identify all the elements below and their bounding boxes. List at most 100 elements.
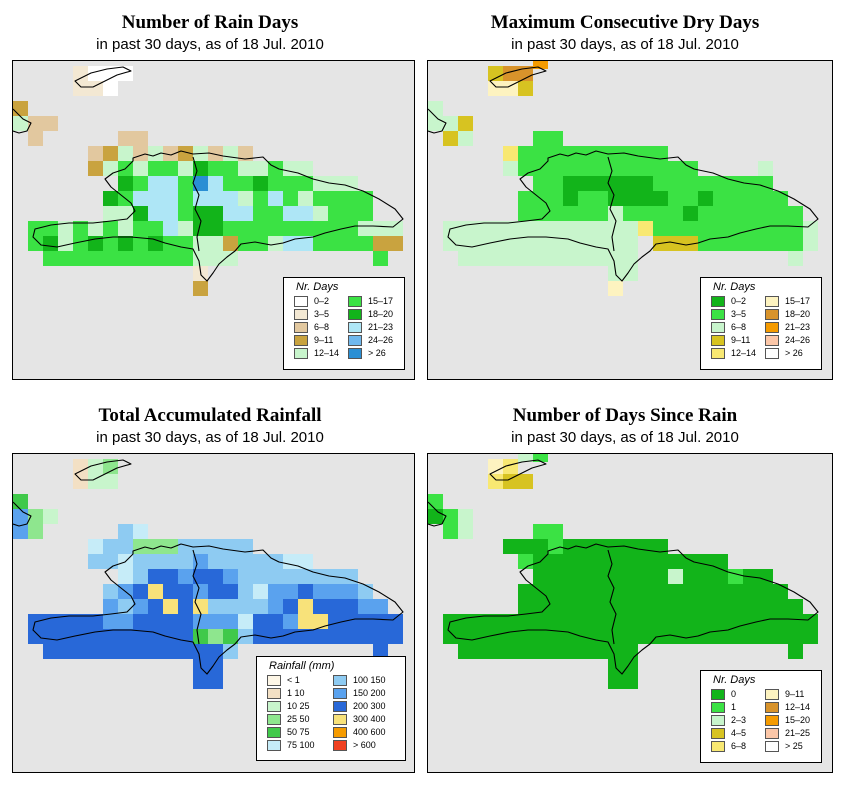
legend-swatch bbox=[348, 348, 362, 359]
legend-label: 75 100 bbox=[287, 740, 315, 750]
legend-title: Nr. Days bbox=[713, 281, 756, 293]
legend-swatch bbox=[348, 335, 362, 346]
legend: Nr. Days 0–2 3–5 6–8 9–11 12–14 15–17 18… bbox=[700, 277, 822, 370]
legend-swatch bbox=[765, 715, 779, 726]
legend-swatch bbox=[333, 701, 347, 712]
legend-swatch bbox=[765, 702, 779, 713]
map-frame: Nr. Days 0 1 2–3 4–5 6–8 9–11 12–14 15–2… bbox=[427, 453, 833, 773]
panel-rain-days: Number of Rain Days in past 30 days, as … bbox=[0, 0, 420, 390]
legend-title: Nr. Days bbox=[713, 674, 756, 686]
legend-label: 9–11 bbox=[314, 335, 334, 345]
map-frame: Nr. Days 0–2 3–5 6–8 9–11 12–14 15–17 18… bbox=[12, 60, 415, 380]
legend-label: 300 400 bbox=[353, 714, 386, 724]
legend-label: 1 10 bbox=[287, 688, 305, 698]
map-frame: Rainfall (mm) < 1 1 10 10 25 25 50 50 75… bbox=[12, 453, 415, 773]
legend: Nr. Days 0 1 2–3 4–5 6–8 9–11 12–14 15–2… bbox=[700, 670, 822, 763]
legend-label: 150 200 bbox=[353, 688, 386, 698]
legend-swatch bbox=[333, 675, 347, 686]
legend-label: 18–20 bbox=[368, 309, 394, 319]
legend-swatch bbox=[267, 714, 281, 725]
legend: Nr. Days 0–2 3–5 6–8 9–11 12–14 15–17 18… bbox=[283, 277, 405, 370]
legend-label: 12–14 bbox=[731, 348, 757, 358]
legend-swatch bbox=[333, 714, 347, 725]
legend-label: 10 25 bbox=[287, 701, 310, 711]
legend-label: 0–2 bbox=[314, 296, 330, 306]
legend-label: 2–3 bbox=[731, 715, 747, 725]
legend-swatch bbox=[711, 702, 725, 713]
legend-swatch bbox=[348, 309, 362, 320]
legend-swatch bbox=[333, 740, 347, 751]
legend-label: 15–20 bbox=[785, 715, 811, 725]
legend-swatch bbox=[294, 309, 308, 320]
legend-swatch bbox=[711, 335, 725, 346]
legend-label: 21–23 bbox=[368, 322, 394, 332]
legend-label: 6–8 bbox=[731, 322, 747, 332]
legend-swatch bbox=[267, 740, 281, 751]
legend-label: 4–5 bbox=[731, 728, 747, 738]
legend-label: 6–8 bbox=[731, 741, 747, 751]
panel-title: Number of Days Since Rain bbox=[512, 405, 738, 426]
days-since-rain-map bbox=[428, 454, 819, 689]
legend-swatch bbox=[294, 348, 308, 359]
legend-swatch bbox=[711, 715, 725, 726]
panel-subtitle: in past 30 days, as of 18 Jul. 2010 bbox=[96, 36, 324, 53]
legend-label: 18–20 bbox=[785, 309, 811, 319]
rainfall-map bbox=[13, 459, 404, 689]
legend-label: > 25 bbox=[785, 741, 803, 751]
legend-swatch bbox=[765, 335, 779, 346]
legend-label: 200 300 bbox=[353, 701, 386, 711]
legend-label: < 1 bbox=[287, 675, 300, 685]
legend-swatch bbox=[711, 309, 725, 320]
panel-total-rainfall: Total Accumulated Rainfall in past 30 da… bbox=[0, 393, 420, 783]
legend-label: 6–8 bbox=[314, 322, 330, 332]
legend-label: 3–5 bbox=[731, 309, 747, 319]
panel-subtitle: in past 30 days, as of 18 Jul. 2010 bbox=[96, 429, 324, 446]
legend-swatch bbox=[267, 675, 281, 686]
panel-title: Number of Rain Days bbox=[121, 12, 299, 33]
legend-label: 1 bbox=[731, 702, 737, 712]
legend-swatch bbox=[711, 322, 725, 333]
legend-label: 400 600 bbox=[353, 727, 386, 737]
legend-swatch bbox=[294, 322, 308, 333]
legend-label: 9–11 bbox=[731, 335, 751, 345]
legend-swatch bbox=[765, 689, 779, 700]
legend-label: 24–26 bbox=[368, 335, 394, 345]
legend-swatch bbox=[765, 296, 779, 307]
panel-title: Total Accumulated Rainfall bbox=[98, 405, 322, 426]
legend-swatch bbox=[765, 322, 779, 333]
legend-label: 9–11 bbox=[785, 689, 805, 699]
legend-swatch bbox=[765, 741, 779, 752]
map-frame: Nr. Days 0–2 3–5 6–8 9–11 12–14 15–17 18… bbox=[427, 60, 833, 380]
panel-title: Maximum Consecutive Dry Days bbox=[490, 12, 760, 33]
legend-label: 15–17 bbox=[368, 296, 394, 306]
legend: Rainfall (mm) < 1 1 10 10 25 25 50 50 75… bbox=[256, 656, 406, 761]
legend-label: 3–5 bbox=[314, 309, 330, 319]
legend-label: > 26 bbox=[785, 348, 803, 358]
legend-label: 12–14 bbox=[314, 348, 340, 358]
legend-swatch bbox=[711, 689, 725, 700]
legend-swatch bbox=[267, 701, 281, 712]
legend-swatch bbox=[711, 741, 725, 752]
legend-swatch bbox=[765, 728, 779, 739]
rain-days-map bbox=[13, 66, 404, 296]
legend-title: Nr. Days bbox=[296, 281, 339, 293]
legend-label: 21–23 bbox=[785, 322, 811, 332]
legend-title: Rainfall (mm) bbox=[269, 660, 335, 672]
legend-swatch bbox=[711, 728, 725, 739]
panel-days-since-rain: Number of Days Since Rain in past 30 day… bbox=[415, 393, 835, 783]
dry-days-map bbox=[428, 61, 819, 296]
legend-label: > 26 bbox=[368, 348, 386, 358]
legend-label: > 600 bbox=[353, 740, 376, 750]
legend-swatch bbox=[765, 309, 779, 320]
legend-label: 25 50 bbox=[287, 714, 310, 724]
legend-label: 0–2 bbox=[731, 296, 747, 306]
legend-swatch bbox=[711, 348, 725, 359]
legend-swatch bbox=[765, 348, 779, 359]
panel-subtitle: in past 30 days, as of 18 Jul. 2010 bbox=[511, 36, 739, 53]
panel-subtitle: in past 30 days, as of 18 Jul. 2010 bbox=[511, 429, 739, 446]
legend-swatch bbox=[294, 335, 308, 346]
legend-swatch bbox=[294, 296, 308, 307]
legend-label: 50 75 bbox=[287, 727, 310, 737]
legend-swatch bbox=[267, 727, 281, 738]
legend-swatch bbox=[711, 296, 725, 307]
